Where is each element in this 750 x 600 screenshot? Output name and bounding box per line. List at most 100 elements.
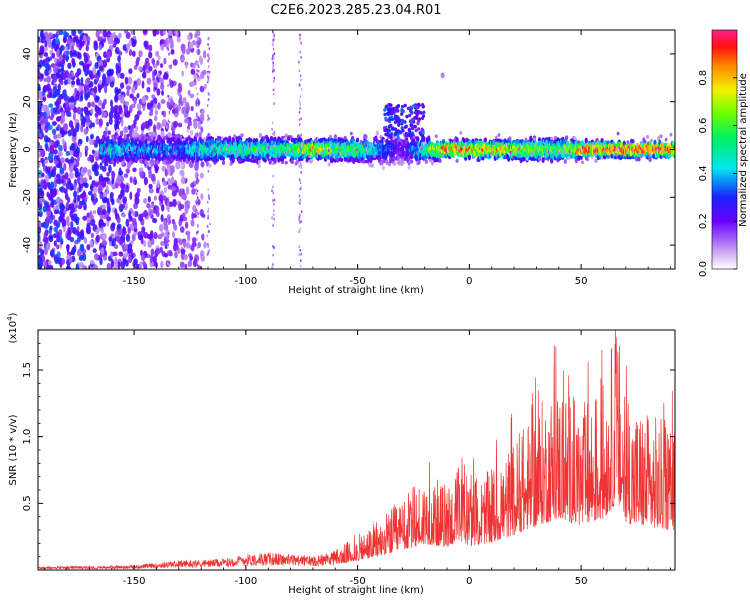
spectrogram-cell	[97, 99, 103, 107]
spectrogram-cell	[298, 215, 301, 219]
spectrogram-cell	[69, 256, 73, 264]
spectrogram-cell	[81, 116, 87, 124]
spectrogram-cell	[133, 179, 138, 185]
spectrogram-cell	[200, 193, 204, 200]
spectrogram-cell	[107, 36, 113, 45]
spectrogram-cell	[105, 185, 109, 194]
spectrogram-cell	[70, 142, 76, 151]
spectrogram-cell	[53, 240, 57, 247]
spectrogram-cell	[113, 135, 117, 141]
spectrogram-cell	[125, 233, 131, 242]
spectrogram-cell	[129, 160, 133, 165]
spectrogram-cell	[148, 65, 153, 72]
spectrogram-cell	[207, 43, 209, 46]
spectrogram-cell	[207, 195, 210, 199]
spectrogram-cell	[300, 78, 302, 81]
spectrogram-cell	[140, 253, 146, 262]
spectrogram-cell	[111, 222, 116, 228]
spectrogram-cell	[62, 102, 67, 109]
spectrogram-cell	[167, 232, 169, 235]
spectrogram-cell	[38, 160, 41, 169]
spectrogram-cell	[153, 232, 158, 240]
spectrogram-cell	[67, 97, 73, 103]
spectrogram-cell	[121, 160, 125, 166]
spectrogram-cell	[122, 213, 126, 218]
spectrogram-cell	[410, 159, 414, 164]
spectrogram-cell	[85, 135, 89, 143]
spectrogram-cell	[192, 146, 196, 151]
spectrogram-cell	[199, 57, 204, 65]
spectrogram-cell	[61, 64, 65, 73]
spectrogram-cell	[62, 30, 67, 36]
spectrogram-cell	[95, 105, 100, 114]
spectrogram-cell	[159, 138, 163, 144]
spectrogram-cell	[44, 125, 49, 133]
spectrogram-cell	[208, 163, 212, 168]
spectrogram-cell	[49, 115, 54, 121]
spectrogram-cell	[101, 182, 107, 188]
spectrogram-cell	[98, 30, 103, 34]
spectrogram-cell	[196, 112, 198, 116]
spectrogram-cell	[110, 251, 114, 259]
spectrogram-cell	[105, 176, 110, 182]
spectrogram-cell	[210, 138, 214, 145]
spectrogram-cell	[180, 164, 184, 169]
spectrogram-cell	[72, 213, 78, 219]
spectrogram-cell	[92, 248, 97, 253]
spectrogram-cell	[101, 136, 105, 142]
spectrogram-cell	[257, 163, 261, 169]
spectrogram-cell	[195, 188, 197, 191]
spectrogram-cell	[152, 217, 158, 224]
spectrogram-cell	[459, 131, 463, 135]
spectrogram-cell	[44, 221, 49, 230]
spectrogram-cell	[127, 125, 131, 130]
spectrogram-cell	[299, 162, 302, 165]
spectrogram-cell	[139, 261, 143, 268]
spectrogram-cell	[150, 248, 155, 257]
spectrogram-cell	[298, 245, 301, 249]
spectrogram-cell	[121, 230, 127, 236]
spectrogram-cell	[38, 188, 44, 197]
spectrogram-cell	[138, 167, 144, 173]
spectrogram-cell	[207, 132, 211, 138]
spectrogram-cell	[44, 159, 49, 165]
spectrogram-cell	[38, 59, 44, 68]
spectrogram-cell	[207, 251, 210, 255]
spectrogram-cell	[298, 218, 300, 221]
spectrogram-cell	[119, 82, 125, 89]
spectrogram-cell	[180, 101, 184, 107]
spectrogram-cell	[167, 238, 169, 241]
spectrogram-cell	[150, 203, 155, 209]
spectrogram-cell	[58, 150, 63, 157]
spectrogram-cell	[102, 59, 108, 68]
spectrogram-cell	[58, 215, 64, 222]
spectrogram-cell	[60, 118, 64, 125]
spectrogram-cell	[159, 77, 164, 83]
spectrogram-cell	[113, 104, 119, 111]
spectrogram-cell	[94, 62, 99, 69]
spectrogram-cell	[196, 177, 199, 180]
spectrogram-cell	[166, 70, 169, 74]
spectrogram-cell	[167, 250, 169, 254]
spectrogram-cell	[167, 184, 173, 190]
spectrogram-cell	[273, 246, 275, 249]
spectrogram-cell	[141, 122, 147, 128]
spectrogram-cell	[298, 194, 301, 198]
spectrogram-cell	[117, 261, 121, 269]
spectrogram-cell	[65, 54, 69, 63]
spectrogram-cell	[118, 156, 122, 161]
spectrogram-cell	[77, 204, 82, 210]
spectrogram-cell	[169, 51, 171, 55]
spectrogram-cell	[94, 182, 99, 188]
spectrogram-cell	[273, 35, 275, 38]
spectrogram-cell	[136, 92, 140, 99]
spectrogram-cell	[300, 133, 302, 137]
spectrogram-cell	[128, 210, 132, 219]
spectrogram-cell	[123, 30, 129, 34]
spectrogram-cell	[82, 265, 87, 269]
spectrogram-cell	[143, 134, 147, 141]
spectrogram-cell	[40, 30, 44, 35]
spectrogram-cell	[167, 202, 169, 205]
spectrogram-cell	[195, 114, 198, 118]
spectrogram-cell	[153, 195, 157, 201]
